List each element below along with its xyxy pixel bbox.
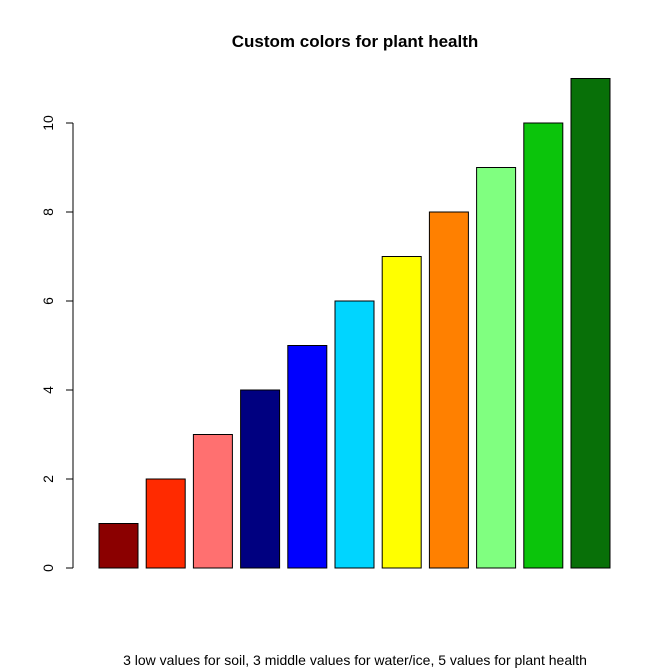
x-axis-label: 3 low values for soil, 3 middle values f…: [123, 652, 587, 668]
bar-10: [523, 122, 564, 569]
y-tick-label: 10: [40, 115, 56, 131]
bar-4: [240, 389, 281, 569]
bar-7: [381, 256, 422, 569]
bar-11: [570, 78, 611, 569]
bars-group: [98, 78, 611, 569]
y-tick-label: 6: [40, 297, 56, 305]
bar-1: [98, 523, 139, 569]
y-tick-label: 8: [40, 208, 56, 216]
y-tick-label: 0: [40, 564, 56, 572]
bar-3: [192, 434, 233, 569]
y-tick-label: 4: [40, 386, 56, 394]
bar-8: [428, 211, 469, 569]
chart-title: Custom colors for plant health: [232, 32, 479, 51]
bar-6: [334, 300, 375, 569]
y-axis: 0 2 4 6 8 10: [40, 115, 74, 572]
bar-9: [476, 167, 517, 569]
bar-5: [287, 345, 328, 569]
bar-2: [145, 478, 186, 569]
y-tick-label: 2: [40, 475, 56, 483]
